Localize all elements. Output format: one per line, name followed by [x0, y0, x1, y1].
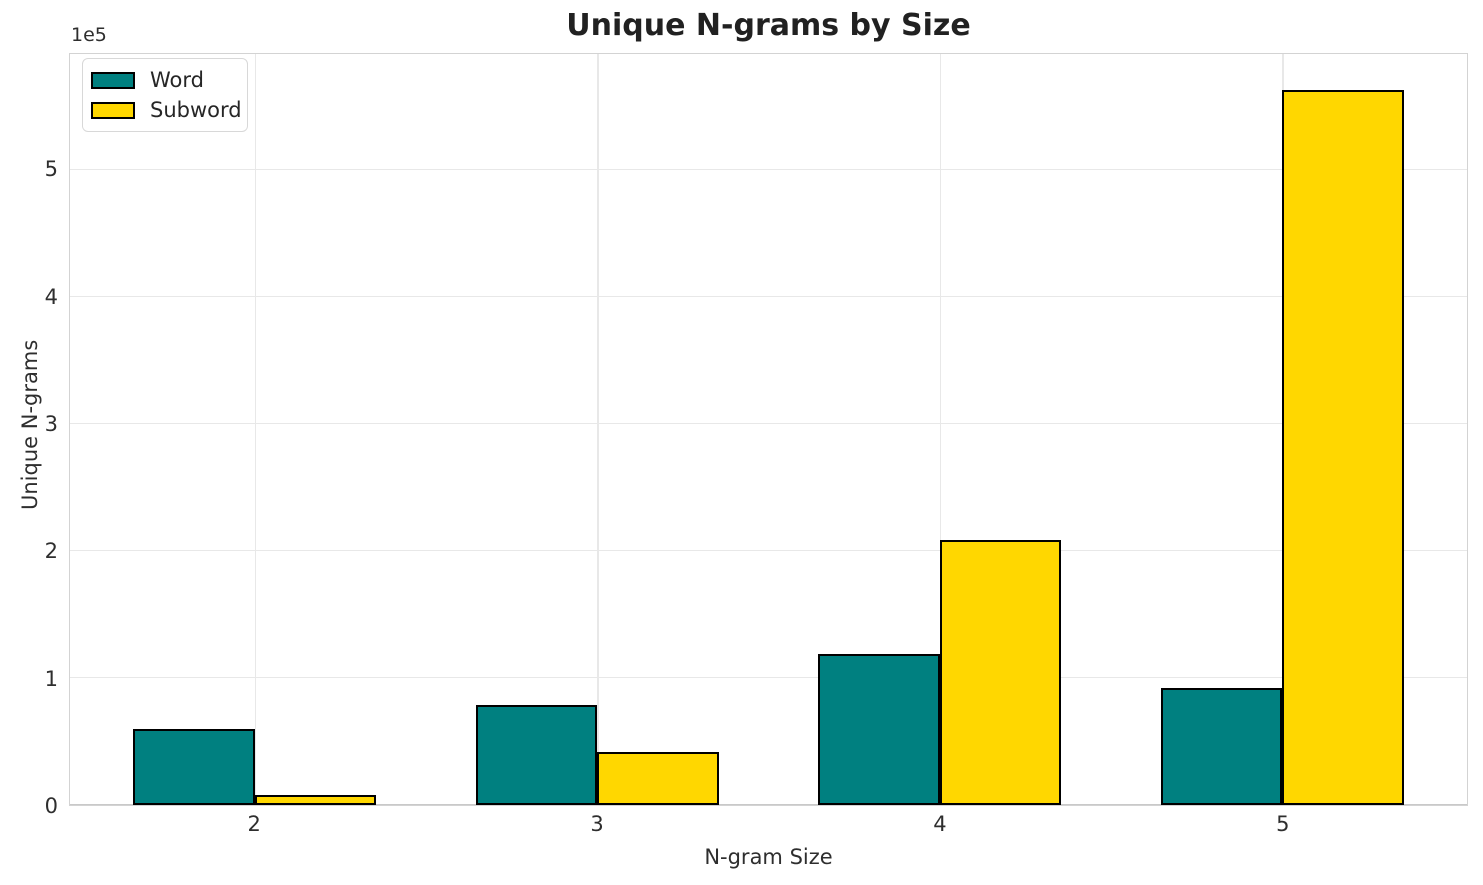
x-tick-2: 2 — [247, 812, 261, 836]
gridline-x-4 — [939, 54, 942, 805]
gridline-y-2 — [70, 549, 1467, 552]
word-series-swatch — [91, 71, 135, 89]
legend: Word Subword — [82, 58, 248, 132]
bar-word-3 — [475, 704, 598, 805]
bar-subword-3 — [597, 751, 719, 805]
x-tick-3: 3 — [590, 812, 604, 836]
legend-entry-word: Word — [91, 68, 235, 92]
bar-word-2 — [133, 728, 255, 805]
bar-subword-4 — [939, 539, 1062, 805]
gridline-y-4 — [70, 295, 1467, 298]
x-tick-strip: 2 3 4 5 — [69, 812, 1468, 840]
y-tick-0: 0 — [44, 794, 58, 818]
subword-series-swatch — [91, 101, 135, 119]
y-tick-gutter: 0 1 2 3 4 5 — [0, 53, 58, 818]
y-tick-5: 5 — [44, 157, 58, 182]
legend-label-subword: Subword — [150, 98, 242, 122]
gridline-x-3 — [597, 54, 599, 805]
y-tick-3: 3 — [44, 412, 58, 437]
x-axis-label: N-gram Size — [704, 845, 833, 869]
gridline-y-1 — [70, 676, 1467, 679]
y-tick-4: 4 — [44, 284, 58, 309]
x-tick-5: 5 — [1276, 812, 1290, 836]
bar-subword-5 — [1282, 90, 1404, 805]
chart-title: Unique N-grams by Size — [566, 8, 971, 43]
y-tick-1: 1 — [44, 666, 58, 691]
y-axis-offset-text: 1e5 — [71, 24, 107, 46]
x-tick-4: 4 — [933, 812, 947, 836]
plot-area — [69, 53, 1468, 806]
gridline-y-5 — [70, 168, 1467, 171]
bar-word-5 — [1160, 688, 1283, 805]
y-tick-2: 2 — [44, 539, 58, 564]
gridline-y-3 — [70, 422, 1467, 425]
legend-entry-subword: Subword — [91, 98, 242, 122]
bar-subword-2 — [254, 794, 377, 805]
bar-word-4 — [818, 653, 940, 805]
legend-label-word: Word — [150, 68, 204, 92]
x-axis-spine — [70, 803, 1467, 805]
gridline-x-2 — [254, 54, 257, 805]
